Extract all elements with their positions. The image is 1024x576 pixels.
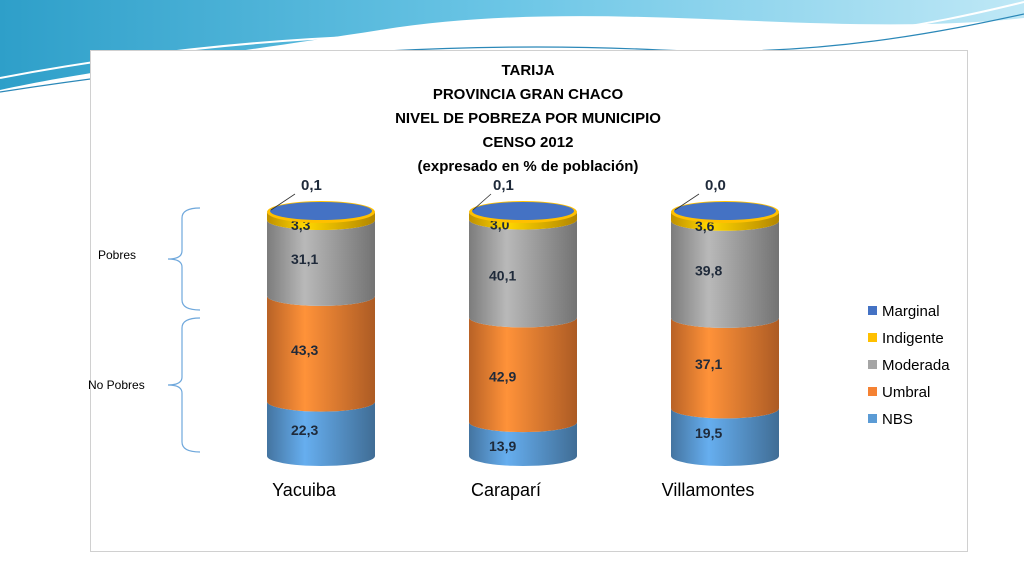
cylinder-top-marginal-0	[270, 202, 372, 220]
segment-umbral-0	[267, 295, 375, 412]
group-label-no-pobres: No Pobres	[88, 378, 145, 392]
legend-label-marginal: Marginal	[882, 303, 940, 320]
legend-label-indigente: Indigente	[882, 330, 944, 347]
value-label: 0,0	[705, 177, 726, 194]
legend-swatch-umbral	[868, 387, 877, 396]
legend-swatch-marginal	[868, 306, 877, 315]
leader-line	[270, 193, 296, 211]
segment-moderada-0	[267, 220, 375, 306]
segment-indigente-1	[469, 212, 577, 230]
value-label: 39,8	[695, 262, 722, 278]
value-label: 0,1	[493, 177, 514, 194]
leader-line	[674, 193, 700, 211]
segment-umbral-2	[671, 317, 779, 419]
cylinder-top-marginal-1	[472, 202, 574, 220]
value-label: 31,1	[291, 251, 318, 267]
value-label: 13,9	[489, 438, 516, 454]
group-label-pobres: Pobres	[98, 248, 136, 262]
legend-swatch-nbs	[868, 414, 877, 423]
value-label: 19,5	[695, 425, 722, 441]
legend-label-moderada: Moderada	[882, 357, 950, 374]
segment-nbs-0	[267, 401, 375, 466]
segment-moderada-1	[469, 219, 577, 328]
segment-indigente-0	[267, 212, 375, 231]
leader-line	[472, 193, 492, 211]
chart-title-line-3: NIVEL DE POBREZA POR MUNICIPIO	[395, 110, 661, 127]
legend-label-umbral: Umbral	[882, 384, 930, 401]
value-label: 37,1	[695, 356, 722, 372]
segment-indigente-2	[671, 212, 779, 231]
chart-title-line-5: (expresado en % de población)	[417, 158, 639, 175]
category-label: Villamontes	[662, 480, 755, 500]
category-label: Yacuiba	[272, 480, 337, 500]
value-label: 22,3	[291, 422, 318, 438]
segment-nbs-1	[469, 422, 577, 466]
value-label: 43,3	[291, 342, 318, 358]
legend-swatch-indigente	[868, 333, 877, 342]
pobres-brace	[167, 207, 201, 311]
segment-moderada-2	[671, 220, 779, 328]
chart-title-line-1: TARIJA	[501, 62, 555, 79]
segment-umbral-1	[469, 317, 577, 433]
category-label: Caraparí	[471, 480, 541, 500]
segment-nbs-2	[671, 408, 779, 466]
chart-title-line-4: CENSO 2012	[482, 134, 574, 151]
value-label: 40,1	[489, 267, 516, 283]
value-label: 0,1	[301, 177, 322, 194]
no-pobres-brace	[167, 317, 201, 453]
value-label: 42,9	[489, 369, 516, 385]
legend-label-nbs: NBS	[882, 411, 913, 428]
cylinder-top-marginal-2	[674, 202, 776, 220]
legend-swatch-moderada	[868, 360, 877, 369]
chart-title-line-2: PROVINCIA GRAN CHACO	[432, 86, 624, 103]
